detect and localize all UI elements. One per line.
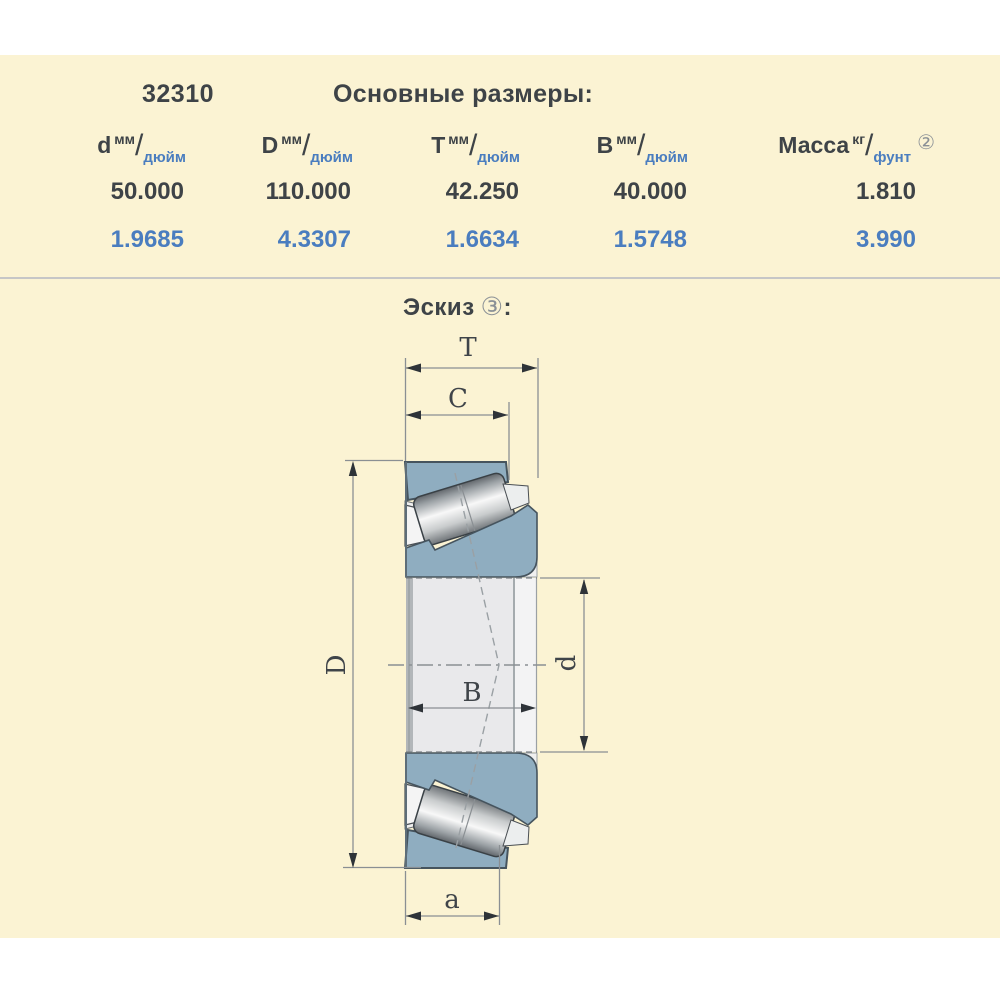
cone-inner-ring xyxy=(405,503,538,578)
footnote-2-icon: ② xyxy=(917,132,935,154)
dimension-lines xyxy=(343,358,608,925)
value-B-inch: 1.5748 xyxy=(613,226,687,253)
value-mass-lb: 3.990 xyxy=(855,226,916,253)
dimension-labels: T C B D d a xyxy=(322,333,582,915)
bearing-sketch: T C B D d a xyxy=(322,333,608,925)
value-mass-kg: 1.810 xyxy=(855,178,916,205)
part-number: 32310 xyxy=(142,80,215,108)
bottom-half xyxy=(404,752,538,869)
dim-label-a: a xyxy=(444,885,460,915)
dim-label-B: B xyxy=(462,678,481,708)
value-D-mm: 110.000 xyxy=(265,178,351,205)
value-d-inch: 1.9685 xyxy=(110,226,184,253)
column-header-mass: Масса кг/фунт② xyxy=(778,129,935,166)
value-D-inch: 4.3307 xyxy=(277,226,351,253)
value-T-mm: 42.250 xyxy=(445,178,519,205)
footnote-3-icon: ③ xyxy=(480,293,504,321)
section-divider xyxy=(0,277,1000,279)
sketch-title: Эскиз ③: xyxy=(403,293,513,321)
value-T-inch: 1.6634 xyxy=(445,226,519,253)
dim-label-D: D xyxy=(322,655,352,676)
dim-label-C: C xyxy=(448,384,468,414)
dimension-arrows xyxy=(348,363,589,921)
value-d-mm: 50.000 xyxy=(110,178,184,205)
dim-label-T: T xyxy=(459,333,477,363)
column-header-d: d мм/дюйм xyxy=(97,129,186,166)
contact-angle-line xyxy=(454,472,500,853)
section-title: Основные размеры: xyxy=(333,80,594,108)
value-B-mm: 40.000 xyxy=(613,178,687,205)
dim-label-d: d xyxy=(552,655,582,672)
cone-back-rib xyxy=(502,483,530,511)
